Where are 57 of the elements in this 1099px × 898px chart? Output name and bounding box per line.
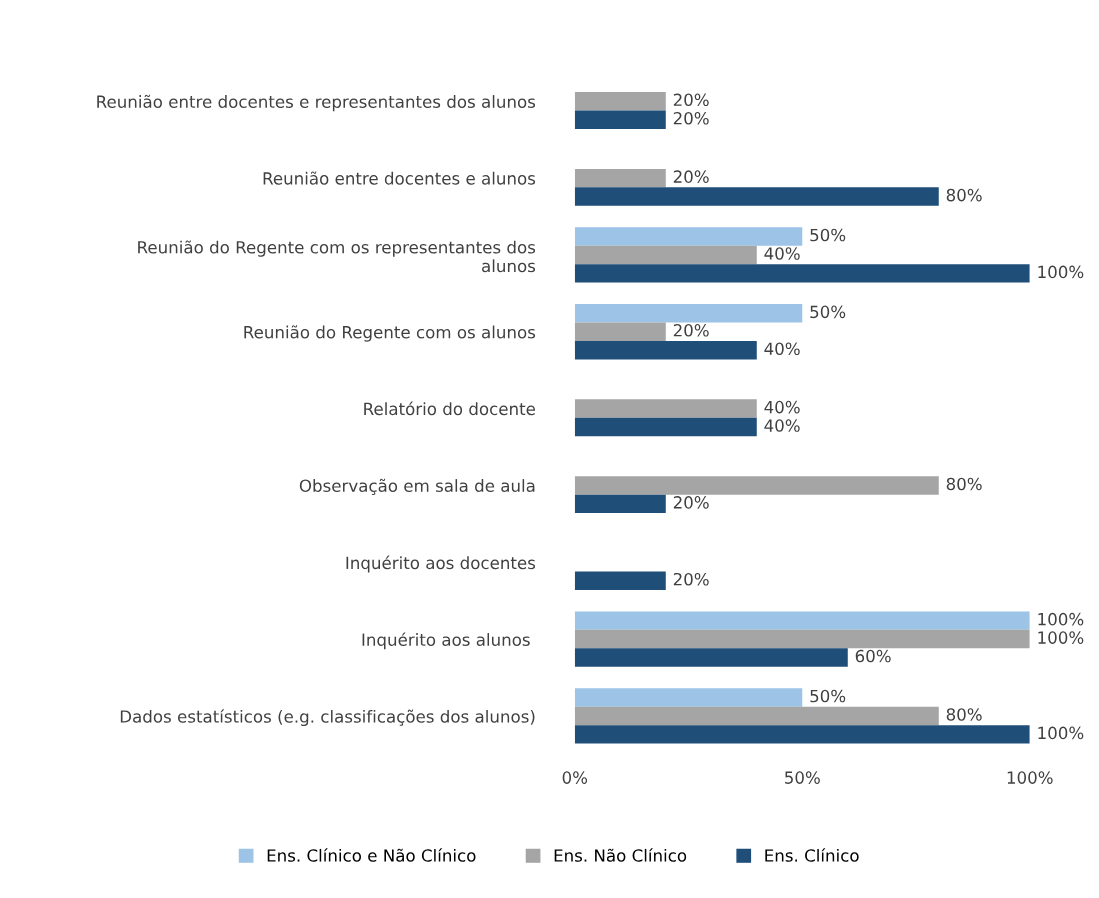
bar (574, 417, 757, 437)
data-label: 40% (764, 342, 800, 356)
legend-label: Ens. Clínico e Não Clínico (267, 848, 476, 862)
data-label: 40% (764, 247, 800, 260)
bar (574, 611, 1030, 630)
bar (574, 187, 939, 206)
data-label: 100% (1038, 726, 1084, 740)
data-label: 20% (673, 170, 709, 183)
bar (574, 304, 803, 323)
bar (574, 494, 666, 514)
x-tick-label: 100% (1007, 771, 1053, 784)
data-label: 20% (673, 572, 709, 586)
legend-label: Ens. Clínico (765, 848, 859, 862)
legend-label: Ens. Não Clínico (554, 848, 687, 862)
bar (574, 706, 939, 726)
bar (574, 322, 666, 341)
data-label: 50% (810, 228, 846, 242)
data-label: 40% (764, 419, 800, 432)
bar (574, 264, 1030, 283)
bar (574, 168, 666, 188)
y-tick-label: Observação em sala de aula (299, 478, 535, 495)
bar (574, 110, 666, 129)
bar (574, 648, 848, 667)
y-tick-label: Inquérito aos docentes (346, 555, 536, 573)
bar (574, 571, 666, 590)
bar (574, 688, 803, 707)
x-tick-label: 0% (562, 771, 588, 784)
data-label: 60% (855, 649, 891, 663)
data-label: 20% (673, 496, 709, 509)
y-tick-label: Dados estatísticos (e.g. classificações dos alunos) (120, 709, 535, 727)
data-label: 50% (810, 305, 846, 319)
y-tick-label: Reunião do Regente com os alunos (244, 325, 536, 342)
data-label: 40% (764, 400, 800, 414)
bar (574, 476, 939, 495)
data-label: 80% (946, 188, 982, 202)
y-tick-label: Reunião entre docentes e representantes dos alunos (97, 94, 536, 112)
data-label: 100% (1038, 612, 1084, 626)
data-label: 80% (946, 477, 982, 491)
data-label: 100% (1038, 265, 1084, 279)
data-label: 100% (1038, 631, 1084, 644)
bar (574, 92, 666, 111)
data-label: 50% (810, 689, 846, 703)
data-label: 20% (673, 93, 709, 107)
y-tick-label: Reunião entre docentes e alunos (263, 171, 536, 185)
bar (574, 399, 757, 418)
y-tick-label: Relatório do docente (364, 401, 535, 416)
data-label: 20% (673, 111, 709, 125)
bar (574, 227, 803, 246)
y-tick-label: Inquérito aos alunos (362, 632, 530, 650)
data-label: 20% (673, 323, 709, 337)
y-tick-label: Reunião do Regente com os representantes dos alunos (138, 240, 536, 273)
x-tick-label: 50% (785, 771, 820, 784)
bar (574, 629, 1030, 649)
bar (574, 245, 757, 265)
bar (574, 725, 1030, 744)
data-label: 80% (946, 708, 982, 721)
bar (574, 340, 757, 360)
